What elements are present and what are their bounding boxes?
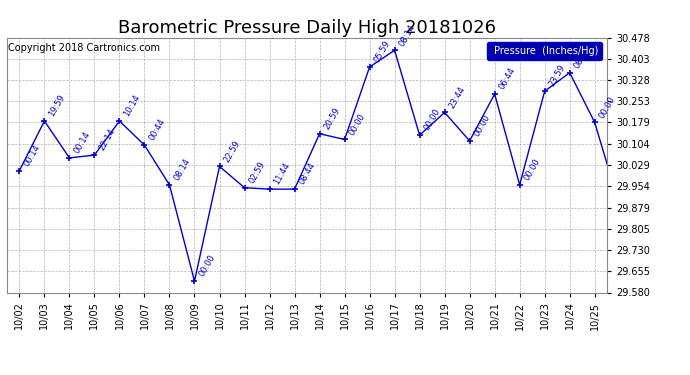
Text: 00:00: 00:00 (522, 157, 542, 182)
Text: 08:14: 08:14 (573, 45, 592, 70)
Text: 00:44: 00:44 (147, 117, 167, 142)
Text: 10:14: 10:14 (122, 93, 142, 118)
Text: 00:00: 00:00 (598, 94, 617, 120)
Text: Copyright 2018 Cartronics.com: Copyright 2018 Cartronics.com (8, 43, 159, 52)
Text: 00:00: 00:00 (473, 113, 492, 138)
Text: 02:59: 02:59 (247, 160, 267, 185)
Text: 08:14: 08:14 (172, 157, 192, 182)
Text: 08:44: 08:44 (297, 161, 317, 186)
Title: Barometric Pressure Daily High 20181026: Barometric Pressure Daily High 20181026 (118, 20, 496, 38)
Text: 22:14: 22:14 (97, 127, 117, 152)
Legend: Pressure  (Inches/Hg): Pressure (Inches/Hg) (487, 42, 602, 60)
Text: 00:00: 00:00 (347, 112, 367, 136)
Text: 08:14: 08:14 (397, 22, 417, 48)
Text: 08:00: 08:00 (0, 374, 1, 375)
Text: 05:59: 05:59 (373, 39, 392, 64)
Text: 00:00: 00:00 (197, 253, 217, 278)
Text: 00:14: 00:14 (72, 130, 92, 155)
Text: 19:59: 19:59 (47, 93, 67, 118)
Text: 23:44: 23:44 (447, 84, 467, 110)
Text: 20:59: 20:59 (322, 106, 342, 131)
Text: 22:59: 22:59 (222, 139, 242, 164)
Text: 23:59: 23:59 (547, 63, 567, 88)
Text: 00:00: 00:00 (422, 107, 442, 132)
Text: 06:44: 06:44 (497, 66, 517, 91)
Text: 11:44: 11:44 (273, 161, 292, 186)
Text: 00:14: 00:14 (22, 143, 42, 168)
